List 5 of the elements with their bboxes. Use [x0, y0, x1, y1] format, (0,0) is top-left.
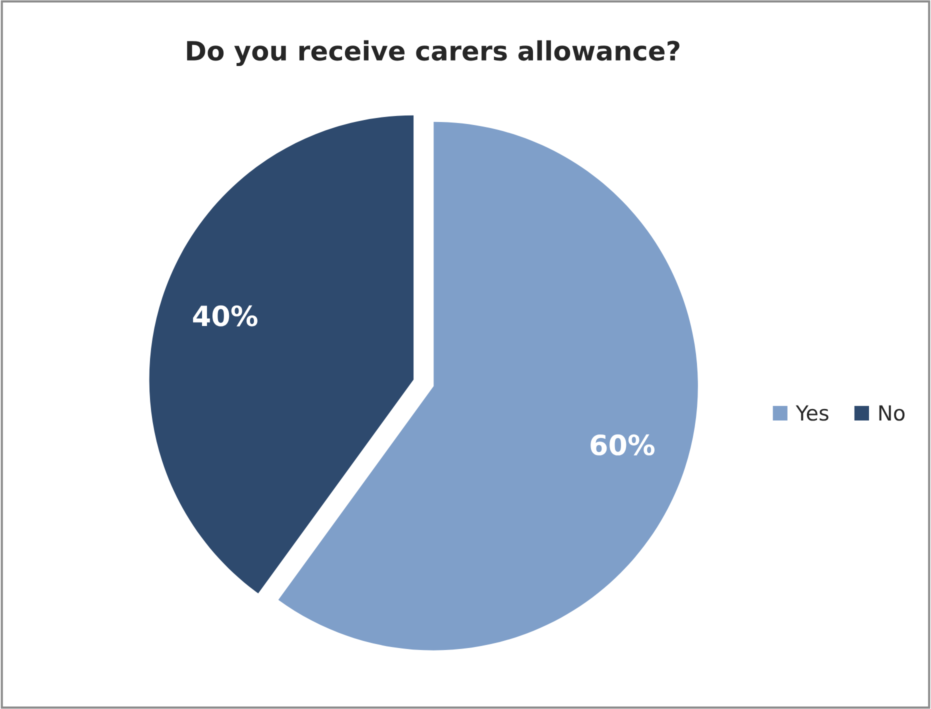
chart-title: Do you receive carers allowance?: [187, 40, 680, 66]
legend-label: Yes: [796, 405, 828, 421]
data-label: 60%: [590, 434, 655, 456]
data-label: 40%: [193, 305, 258, 326]
legend-label: No: [879, 405, 905, 421]
